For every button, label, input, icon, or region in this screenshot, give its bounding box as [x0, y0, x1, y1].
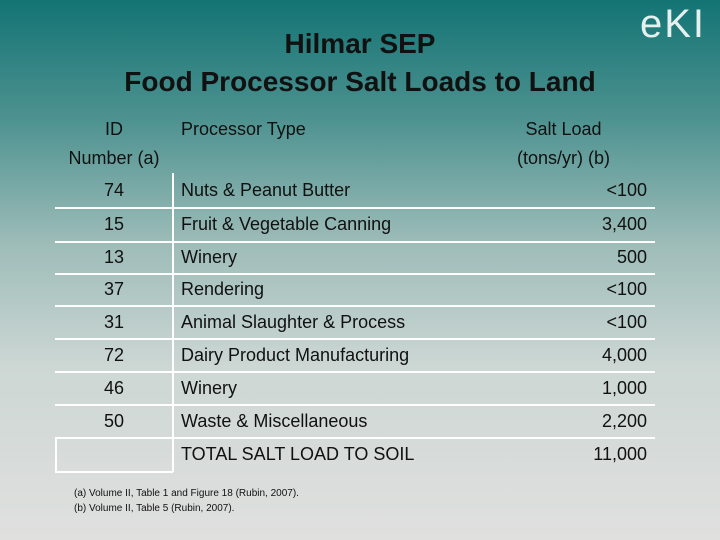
- total-label: TOTAL SALT LOAD TO SOIL: [181, 444, 415, 464]
- footnote: (a) Volume II, Table 1 and Figure 18 (Ru…: [74, 488, 299, 499]
- column-header: Salt Load: [525, 119, 602, 139]
- table-cell: 72: [103, 344, 125, 365]
- row-divider: [55, 437, 655, 439]
- row-divider: [55, 338, 655, 340]
- table-cell: 500: [616, 247, 647, 267]
- row-divider: [55, 241, 655, 243]
- cell-border: [55, 438, 57, 472]
- table-cell: 4,000: [601, 344, 647, 365]
- row-divider: [55, 404, 655, 406]
- column-header: (tons/yr) (b): [516, 148, 610, 168]
- table-cell: Rendering: [181, 279, 265, 299]
- title-line: Food Processor Salt Loads to Land: [124, 66, 596, 97]
- column-header: ID: [105, 119, 123, 139]
- table-cell: Dairy Product Manufacturing: [181, 344, 410, 365]
- logo: eKI: [639, 2, 706, 46]
- total-value: 11,000: [593, 444, 647, 464]
- table-cell: 13: [103, 247, 125, 267]
- table-cell: 3,400: [601, 214, 647, 234]
- table-cell: Winery: [181, 247, 238, 267]
- column-header: Processor Type: [181, 119, 306, 139]
- table-cell: <100: [606, 279, 647, 299]
- row-divider: [55, 273, 655, 275]
- column-header: Number (a): [68, 148, 160, 168]
- row-divider: [55, 371, 655, 373]
- table-cell: 50: [103, 410, 125, 431]
- table-cell: 31: [103, 311, 125, 332]
- table-cell: Nuts & Peanut Butter: [181, 179, 351, 200]
- table-cell: Fruit & Vegetable Canning: [181, 214, 392, 234]
- column-divider: [172, 173, 174, 472]
- row-divider: [55, 207, 655, 209]
- table-cell: 15: [103, 214, 125, 234]
- title-line: Hilmar SEP: [284, 28, 436, 59]
- table-cell: Waste & Miscellaneous: [181, 410, 368, 431]
- table-cell: 46: [103, 377, 125, 398]
- cell-border: [55, 471, 173, 473]
- footnote: (b) Volume II, Table 5 (Rubin, 2007).: [74, 503, 235, 514]
- table-cell: <100: [606, 179, 647, 200]
- table-cell: Winery: [181, 377, 238, 398]
- table-cell: 2,200: [601, 410, 647, 431]
- table-cell: Animal Slaughter & Process: [181, 311, 406, 332]
- table-cell: <100: [606, 311, 647, 332]
- table-cell: 1,000: [601, 377, 647, 398]
- table-cell: 37: [103, 279, 125, 299]
- table-cell: 74: [103, 179, 125, 200]
- row-divider: [55, 305, 655, 307]
